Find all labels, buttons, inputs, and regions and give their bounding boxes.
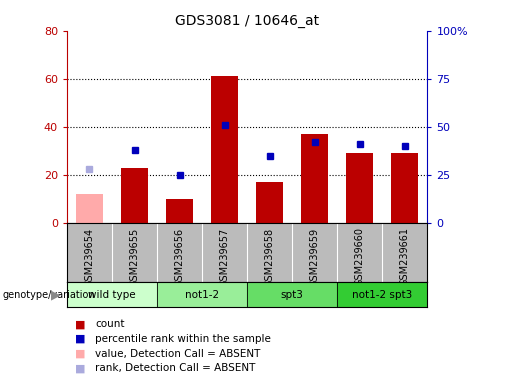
Text: GSM239660: GSM239660 [355, 227, 365, 286]
Text: value, Detection Call = ABSENT: value, Detection Call = ABSENT [95, 349, 261, 359]
Text: wild type: wild type [88, 290, 136, 300]
Text: percentile rank within the sample: percentile rank within the sample [95, 334, 271, 344]
Text: GSM239658: GSM239658 [265, 227, 274, 286]
Bar [391, 153, 418, 223]
Bar [121, 167, 148, 223]
Text: ■: ■ [75, 319, 85, 329]
Bar [211, 76, 238, 223]
Bar [301, 134, 329, 223]
Text: ■: ■ [75, 334, 85, 344]
Text: rank, Detection Call = ABSENT: rank, Detection Call = ABSENT [95, 363, 255, 373]
Bar [166, 199, 193, 223]
Bar [67, 282, 157, 307]
Bar [76, 194, 103, 223]
Bar [256, 182, 283, 223]
Title: GDS3081 / 10646_at: GDS3081 / 10646_at [175, 14, 319, 28]
Text: GSM239655: GSM239655 [130, 227, 140, 287]
Text: GSM239657: GSM239657 [220, 227, 230, 287]
Text: not1-2 spt3: not1-2 spt3 [352, 290, 413, 300]
Text: ▶: ▶ [51, 288, 60, 301]
Bar [346, 153, 373, 223]
Text: GSM239654: GSM239654 [84, 227, 94, 286]
Bar [247, 282, 337, 307]
Text: spt3: spt3 [281, 290, 304, 300]
Text: ■: ■ [75, 363, 85, 373]
Text: GSM239656: GSM239656 [175, 227, 184, 286]
Text: not1-2: not1-2 [185, 290, 219, 300]
Text: ■: ■ [75, 349, 85, 359]
Text: genotype/variation: genotype/variation [3, 290, 95, 300]
Text: GSM239659: GSM239659 [310, 227, 320, 286]
Bar [337, 282, 427, 307]
Bar [157, 282, 247, 307]
Text: GSM239661: GSM239661 [400, 227, 410, 286]
Text: count: count [95, 319, 125, 329]
